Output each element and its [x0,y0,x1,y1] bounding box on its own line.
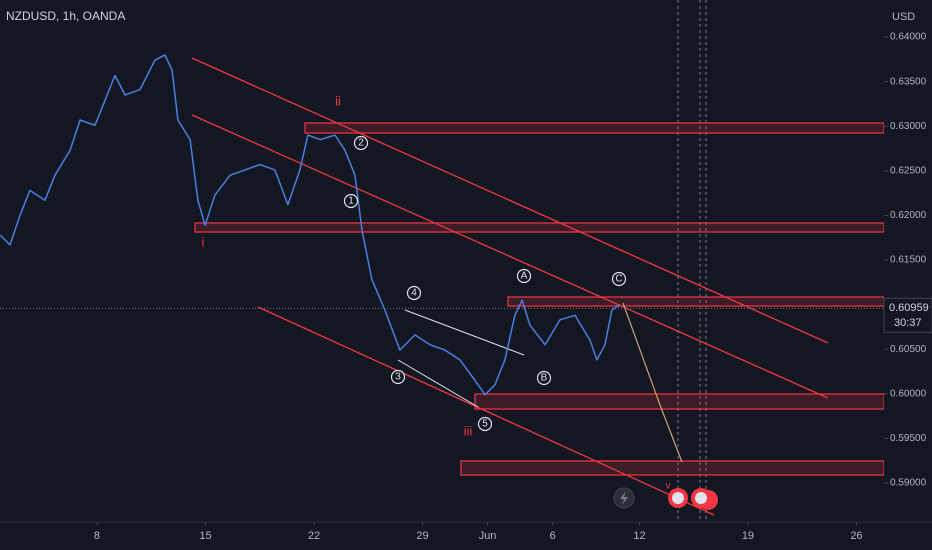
zone [460,460,885,476]
y-tick-label: 0.61500 [890,255,927,266]
event-icon [620,491,628,505]
projection [622,302,683,463]
x-tick-label: 15 [199,530,211,542]
y-tick-label: 0.63000 [890,121,927,132]
axes: 0.59000 0.59500 0.60000 0.60500 0.61500 0.620… [94,32,932,542]
symbol-title: NZDUSD, 1h, OANDA [6,9,125,23]
x-tick-label: Jun [479,530,497,542]
y-tick-label: 0.59500 [890,433,927,444]
wave-label: C [615,274,622,285]
x-tick-label: 26 [850,530,862,542]
wave-label: B [541,373,548,384]
last-price-box [883,297,932,333]
y-tick-label: 0.60000 [890,388,927,399]
event-icon [672,492,684,504]
wave-label: 3 [395,372,401,383]
channel [257,306,715,516]
wave-label: A [521,271,528,282]
x-tick-label: 29 [416,530,428,542]
event-icon [695,492,707,504]
zone [507,296,885,307]
wedge [397,359,479,408]
x-tick-label: 12 [633,530,645,542]
x-tick-label: 8 [94,530,100,542]
wave-circle: B [536,370,552,386]
wave-label: 1 [348,196,354,207]
price-axis [884,0,932,550]
wave-label: iii [464,423,473,438]
y-tick-label: 0.62000 [890,210,927,221]
countdown-label: 30:37 [894,317,922,329]
y-tick-label: 0.63500 [890,76,927,87]
x-tick-label: 22 [308,530,320,542]
axis-unit: USD [892,11,915,23]
wave-label: i [202,234,205,249]
drawings [191,0,885,522]
wedge [404,309,525,356]
last-price-label: 0.60959 [889,302,929,314]
wave-circle: 4 [406,285,422,301]
plot [0,54,884,396]
price-line [0,54,621,396]
y-tick-label: 0.59000 [890,478,927,489]
x-tick-label: 19 [742,530,754,542]
y-tick-label: 0.64000 [890,32,927,43]
channel [191,57,829,344]
wave-circle: 5 [477,416,493,432]
event-icons [613,487,718,510]
y-tick-label: 0.60500 [890,344,927,355]
y-tick-label: 0.62500 [890,165,927,176]
zone [304,122,885,134]
wave-circle: C [611,271,627,287]
wave-label: ii [335,93,341,108]
annotations: ii i iii v 2 1 4 3 5 A B C [202,93,671,491]
channel [191,114,829,399]
wave-circle: 3 [390,369,406,385]
wave-circle: 1 [343,193,359,209]
x-tick-label: 6 [550,530,556,542]
zone [194,222,885,233]
wave-label: v [666,481,671,492]
wave-circle: A [516,268,532,284]
wave-label: 5 [482,419,488,430]
wave-circle: 2 [353,135,369,151]
wave-label: 4 [411,288,417,299]
wave-label: 2 [358,138,364,149]
